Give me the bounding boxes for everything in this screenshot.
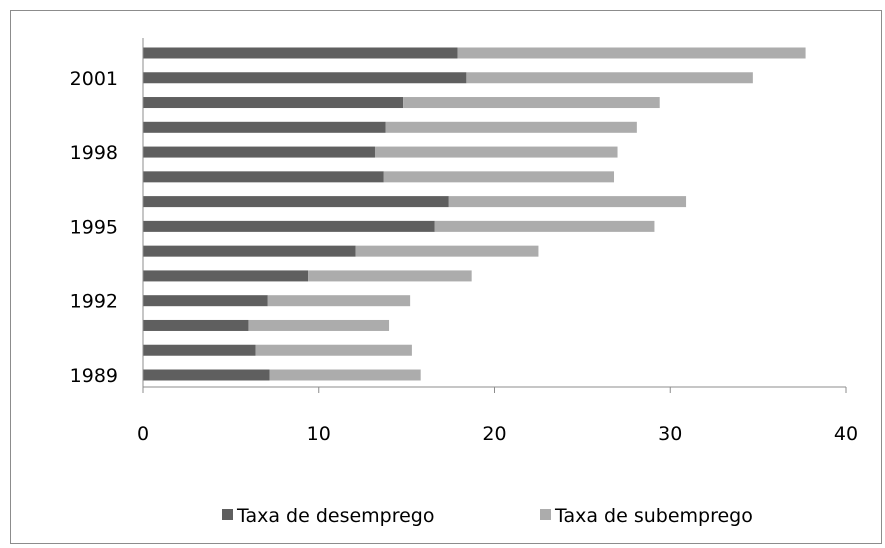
bar-subemprego-2001 — [466, 72, 753, 84]
legend: Taxa de desemprego Taxa de subemprego — [222, 505, 753, 527]
x-tick-label: 0 — [137, 423, 149, 445]
y-tick-label: 1992 — [70, 291, 118, 313]
legend-label-subemprego: Taxa de subemprego — [554, 505, 753, 527]
bar-subemprego-2002 — [457, 47, 806, 59]
legend-swatch-desemprego — [222, 509, 233, 520]
bar-desemprego-1992 — [143, 295, 268, 307]
bar-subemprego-1993 — [308, 270, 472, 282]
bar-desemprego-2001 — [143, 72, 467, 84]
bar-subemprego-1996 — [448, 196, 687, 208]
bar-subemprego-1992 — [267, 295, 411, 307]
legend-swatch-subemprego — [540, 509, 551, 520]
y-axis-labels: 1989 1992 1995 1998 2001 — [70, 68, 118, 387]
bar-desemprego-1990 — [143, 344, 256, 356]
bar-subemprego-1989 — [269, 369, 421, 381]
y-tick-label: 1998 — [70, 142, 118, 164]
x-tick-label: 10 — [307, 423, 331, 445]
bar-desemprego-1994 — [143, 245, 356, 257]
bar-subemprego-1998 — [374, 146, 618, 158]
y-tick-label: 2001 — [70, 68, 118, 90]
x-tick-label: 20 — [482, 423, 506, 445]
legend-label-desemprego: Taxa de desemprego — [236, 505, 435, 527]
bar-subemprego-2000 — [403, 97, 660, 109]
bar-desemprego-1993 — [143, 270, 309, 282]
bar-desemprego-1991 — [143, 319, 249, 331]
bar-desemprego-1997 — [143, 171, 384, 183]
y-tick-label: 1995 — [70, 216, 118, 238]
bar-desemprego-1989 — [143, 369, 270, 381]
x-tick-label: 40 — [834, 423, 858, 445]
bar-desemprego-1999 — [143, 121, 386, 133]
bar-subemprego-1990 — [255, 344, 412, 356]
bar-subemprego-1995 — [434, 220, 655, 232]
bar-subemprego-1999 — [385, 121, 637, 133]
bar-desemprego-1996 — [143, 196, 449, 208]
bar-desemprego-1998 — [143, 146, 375, 158]
bar-subemprego-1994 — [355, 245, 539, 257]
x-axis-ticks: 0 10 20 30 40 — [137, 387, 858, 445]
bar-subemprego-1997 — [383, 171, 615, 183]
y-tick-label: 1989 — [70, 365, 118, 387]
x-tick-label: 30 — [658, 423, 682, 445]
bar-desemprego-2002 — [143, 47, 458, 59]
bar-subemprego-1991 — [248, 319, 390, 331]
bar-desemprego-2000 — [143, 97, 404, 109]
bar-desemprego-1995 — [143, 220, 435, 232]
bars-group — [143, 47, 806, 381]
